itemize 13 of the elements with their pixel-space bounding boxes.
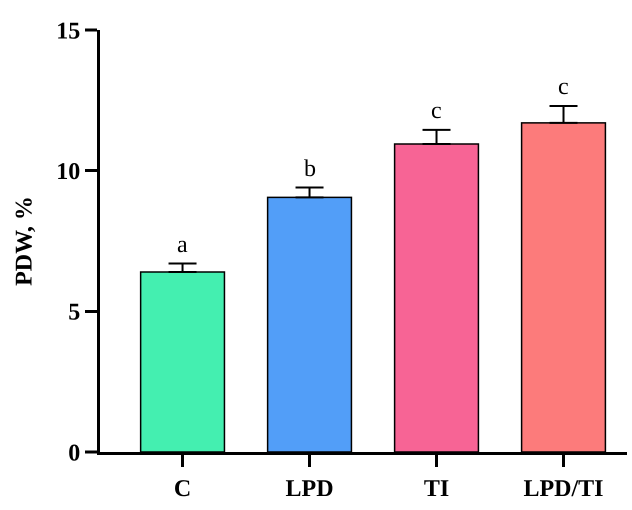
- x-tick-label: LPD/TI: [524, 476, 604, 502]
- annotation: c: [431, 98, 442, 124]
- x-tick-label: C: [174, 476, 192, 502]
- y-tick-label: 0: [68, 440, 80, 466]
- annotation: b: [304, 156, 316, 182]
- y-axis-title: PDW, %: [11, 196, 38, 286]
- annotation: c: [558, 74, 569, 100]
- x-tick-label: LPD: [286, 476, 334, 502]
- y-tick-label: 5: [68, 300, 80, 326]
- annotation: a: [177, 232, 188, 258]
- y-tick-label: 15: [56, 18, 80, 44]
- x-tick-label: TI: [424, 476, 450, 502]
- y-tick-label: 10: [56, 159, 80, 186]
